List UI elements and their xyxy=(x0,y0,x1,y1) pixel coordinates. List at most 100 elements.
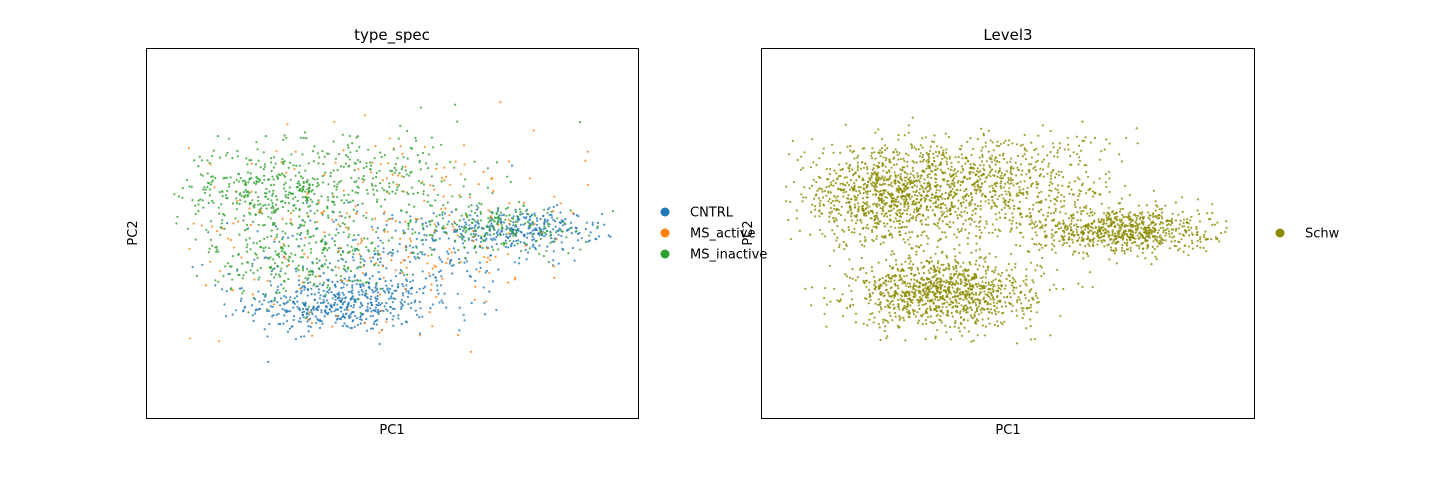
scatter-point xyxy=(287,166,290,169)
scatter-point xyxy=(1082,257,1085,260)
scatter-point xyxy=(522,204,525,207)
scatter-point xyxy=(915,179,918,182)
scatter-point xyxy=(926,286,929,290)
scatter-point xyxy=(925,293,929,296)
scatter-point xyxy=(468,274,471,278)
scatter-point xyxy=(949,325,952,328)
scatter-point xyxy=(975,307,979,310)
scatter-point xyxy=(465,260,468,263)
scatter-point xyxy=(539,229,542,232)
scatter-point xyxy=(865,214,868,217)
scatter-point xyxy=(862,187,865,190)
scatter-point xyxy=(937,260,940,263)
scatter-point xyxy=(345,226,348,229)
scatter-point xyxy=(429,289,433,292)
scatter-point xyxy=(254,298,257,301)
scatter-point xyxy=(915,198,918,201)
scatter-point xyxy=(271,175,274,178)
scatter-point xyxy=(887,280,890,283)
scatter-point xyxy=(944,197,947,200)
scatter-point xyxy=(397,314,400,317)
scatter-point xyxy=(197,203,200,206)
scatter-point xyxy=(485,269,489,272)
scatter-point xyxy=(983,180,987,183)
scatter-point xyxy=(535,239,538,243)
scatter-point xyxy=(514,220,517,223)
scatter-point xyxy=(824,189,827,193)
scatter-point xyxy=(287,209,290,212)
scatter-point xyxy=(467,218,471,221)
scatter-point xyxy=(273,297,277,300)
scatter-point xyxy=(813,205,817,208)
scatter-point xyxy=(323,231,326,234)
series-schw-points xyxy=(785,116,1228,345)
scatter-point xyxy=(315,227,318,230)
scatter-point xyxy=(1025,278,1028,281)
scatter-point xyxy=(256,269,259,272)
scatter-point xyxy=(1034,220,1037,224)
scatter-point xyxy=(507,281,510,284)
scatter-point xyxy=(296,199,299,202)
scatter-point xyxy=(918,307,921,311)
scatter-point xyxy=(989,166,992,169)
scatter-point xyxy=(1015,244,1018,247)
scatter-point xyxy=(466,214,469,217)
scatter-point xyxy=(925,296,928,299)
scatter-point xyxy=(391,173,394,176)
scatter-point xyxy=(944,281,948,284)
scatter-point xyxy=(283,280,286,283)
scatter-point xyxy=(885,288,888,291)
scatter-point xyxy=(832,184,835,187)
scatter-point xyxy=(349,298,352,301)
scatter-point xyxy=(201,263,204,266)
scatter-point xyxy=(469,214,472,217)
scatter-point xyxy=(552,259,555,262)
scatter-point xyxy=(911,231,914,234)
scatter-point xyxy=(343,297,346,300)
scatter-point xyxy=(910,217,913,220)
scatter-point xyxy=(460,214,463,217)
scatter-point xyxy=(937,290,941,294)
scatter-point xyxy=(874,222,877,225)
scatter-point xyxy=(270,273,273,276)
scatter-point xyxy=(881,292,884,295)
scatter-point xyxy=(500,227,503,230)
scatter-point xyxy=(943,178,946,181)
scatter-point xyxy=(267,215,270,218)
scatter-point xyxy=(383,230,386,233)
scatter-point xyxy=(381,287,384,290)
scatter-point xyxy=(821,232,824,235)
scatter-point xyxy=(877,261,880,264)
scatter-point xyxy=(850,298,854,301)
scatter-point xyxy=(411,228,414,231)
scatter-point xyxy=(977,299,980,302)
scatter-point xyxy=(361,293,364,296)
scatter-point xyxy=(882,321,885,324)
scatter-point xyxy=(1085,252,1089,255)
scatter-point xyxy=(565,236,568,239)
scatter-point xyxy=(427,254,430,257)
scatter-point xyxy=(263,178,266,181)
scatter-point xyxy=(273,183,276,186)
scatter-point xyxy=(217,206,220,209)
scatter-point xyxy=(435,295,438,299)
scatter-point xyxy=(394,220,397,223)
scatter-point xyxy=(251,314,254,317)
scatter-point xyxy=(317,275,320,278)
scatter-point xyxy=(279,270,282,273)
scatter-point xyxy=(327,183,330,186)
scatter-point xyxy=(866,203,869,206)
scatter-point xyxy=(991,231,994,234)
scatter-point xyxy=(466,216,469,219)
scatter-point xyxy=(300,335,303,338)
scatter-point xyxy=(397,285,400,288)
scatter-point xyxy=(889,210,892,213)
scatter-point xyxy=(519,249,523,253)
scatter-point xyxy=(997,310,1000,314)
scatter-point xyxy=(344,216,347,219)
scatter-point xyxy=(1049,334,1052,337)
scatter-point xyxy=(488,290,491,293)
scatter-point xyxy=(384,291,387,294)
scatter-point xyxy=(488,229,491,232)
scatter-point xyxy=(377,271,380,274)
